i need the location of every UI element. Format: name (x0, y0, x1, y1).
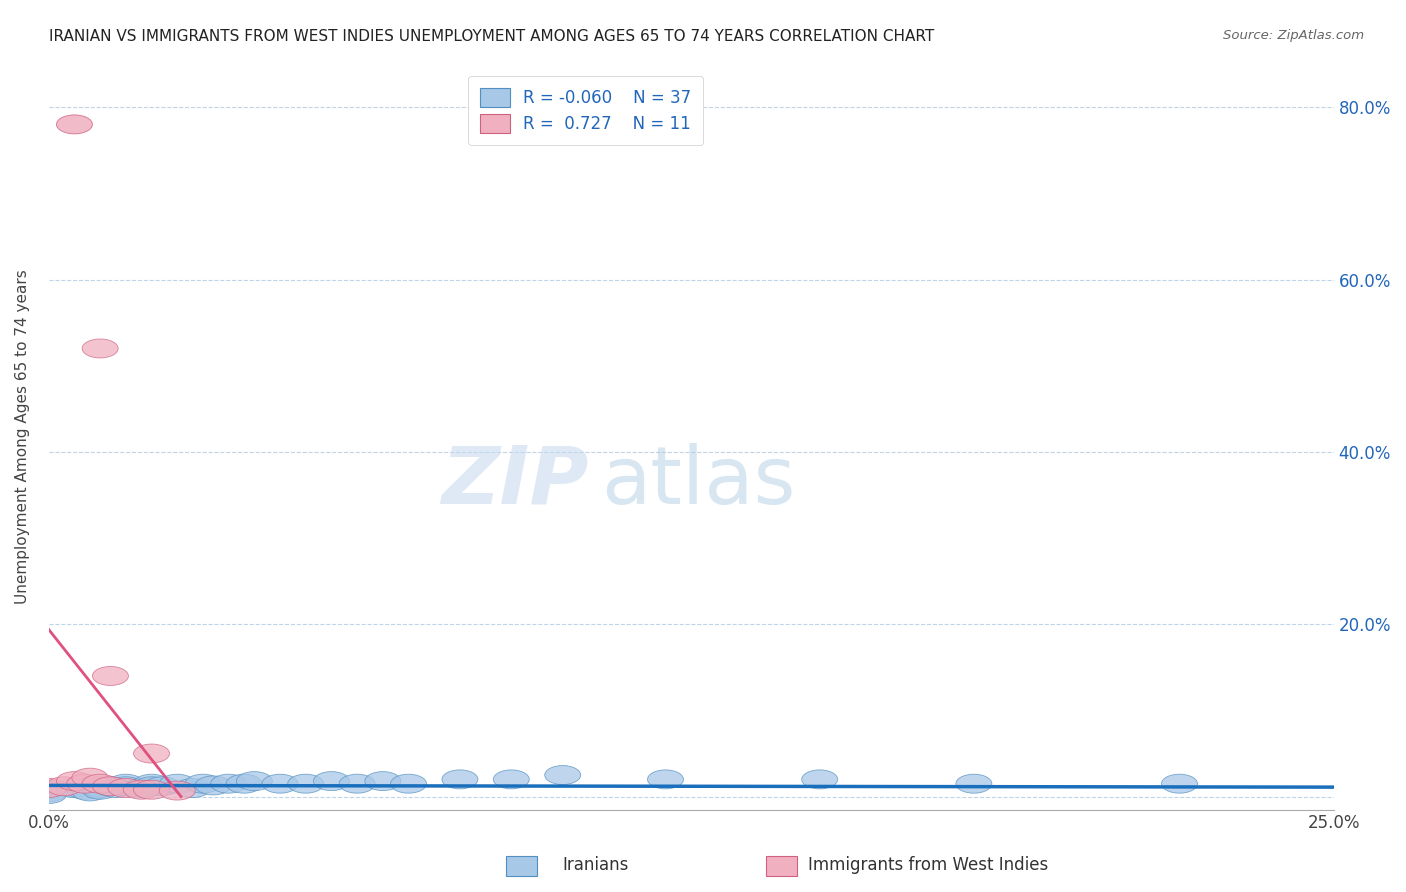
Ellipse shape (441, 770, 478, 789)
Ellipse shape (314, 772, 350, 790)
Ellipse shape (93, 777, 128, 796)
Ellipse shape (211, 774, 246, 793)
Text: atlas: atlas (602, 442, 796, 521)
Ellipse shape (159, 774, 195, 793)
Ellipse shape (186, 774, 221, 793)
Ellipse shape (801, 770, 838, 789)
Ellipse shape (31, 780, 66, 799)
Ellipse shape (124, 780, 159, 799)
Ellipse shape (134, 774, 170, 793)
Ellipse shape (108, 779, 143, 797)
Ellipse shape (494, 770, 529, 789)
Ellipse shape (56, 115, 93, 134)
Ellipse shape (288, 774, 323, 793)
Ellipse shape (956, 774, 991, 793)
Ellipse shape (66, 774, 103, 793)
Ellipse shape (82, 774, 118, 793)
Ellipse shape (339, 774, 375, 793)
Ellipse shape (124, 779, 159, 797)
Ellipse shape (391, 774, 426, 793)
Ellipse shape (262, 774, 298, 793)
Ellipse shape (31, 783, 66, 802)
Ellipse shape (1161, 774, 1198, 793)
Text: Iranians: Iranians (562, 856, 628, 874)
Ellipse shape (31, 785, 66, 804)
Text: ZIP: ZIP (441, 442, 588, 521)
Ellipse shape (93, 666, 128, 685)
Ellipse shape (236, 772, 273, 790)
Ellipse shape (82, 779, 118, 797)
Ellipse shape (226, 774, 262, 793)
Ellipse shape (648, 770, 683, 789)
Ellipse shape (82, 339, 118, 358)
Ellipse shape (364, 772, 401, 790)
Text: Immigrants from West Indies: Immigrants from West Indies (808, 856, 1049, 874)
Ellipse shape (93, 777, 128, 796)
Y-axis label: Unemployment Among Ages 65 to 74 years: Unemployment Among Ages 65 to 74 years (15, 269, 30, 604)
Text: Source: ZipAtlas.com: Source: ZipAtlas.com (1223, 29, 1364, 42)
Ellipse shape (174, 779, 211, 797)
Ellipse shape (143, 777, 180, 796)
Ellipse shape (66, 780, 103, 799)
Ellipse shape (108, 774, 143, 793)
Text: IRANIAN VS IMMIGRANTS FROM WEST INDIES UNEMPLOYMENT AMONG AGES 65 TO 74 YEARS CO: IRANIAN VS IMMIGRANTS FROM WEST INDIES U… (49, 29, 935, 44)
Ellipse shape (97, 779, 134, 797)
Ellipse shape (56, 772, 93, 790)
Ellipse shape (134, 744, 170, 763)
Ellipse shape (134, 777, 170, 796)
Ellipse shape (159, 781, 195, 800)
Ellipse shape (46, 777, 82, 796)
Ellipse shape (82, 777, 118, 796)
Ellipse shape (31, 779, 66, 797)
Ellipse shape (134, 780, 170, 799)
Ellipse shape (82, 780, 118, 799)
Ellipse shape (544, 765, 581, 785)
Ellipse shape (72, 782, 108, 801)
Legend: R = -0.060    N = 37, R =  0.727    N = 11: R = -0.060 N = 37, R = 0.727 N = 11 (468, 76, 703, 145)
Ellipse shape (56, 779, 93, 797)
Ellipse shape (195, 776, 231, 795)
Ellipse shape (108, 777, 143, 796)
Ellipse shape (72, 768, 108, 787)
